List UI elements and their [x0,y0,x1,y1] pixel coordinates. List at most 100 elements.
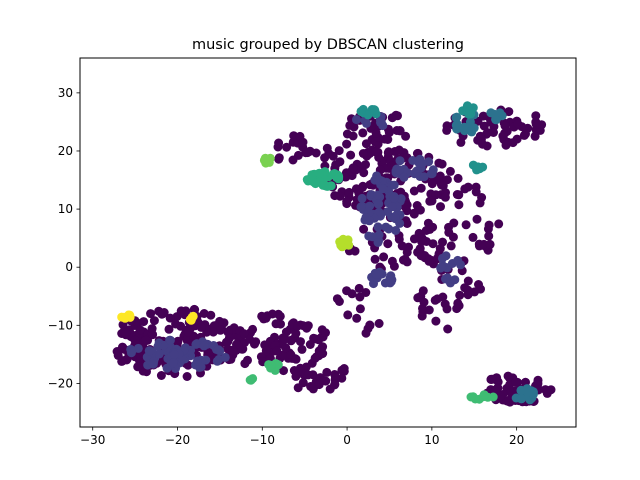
data-point-cluster--1 [135,325,145,335]
data-point-cluster--1 [318,342,328,352]
data-point-cluster--1 [383,135,393,144]
data-point-cluster--1 [334,146,344,156]
data-point-cluster-0 [378,184,388,194]
data-point-cluster--1 [121,328,131,338]
data-point-cluster-1 [490,109,500,119]
data-point-cluster--1 [215,325,225,335]
data-point-cluster--1 [355,292,365,302]
data-point-cluster--1 [332,294,342,304]
data-point-cluster--1 [141,335,151,345]
data-point-cluster-4 [479,390,489,400]
data-point-cluster--1 [280,334,290,344]
data-point-cluster-0 [193,356,202,366]
data-point-cluster--1 [346,150,356,160]
data-point-cluster--1 [281,343,291,353]
data-point-cluster--1 [506,388,516,397]
data-point-cluster--1 [471,187,481,197]
data-point-cluster--1 [361,160,370,170]
data-point-cluster-7 [125,311,135,321]
data-point-cluster--1 [482,141,492,151]
data-point-cluster-0 [384,224,394,234]
data-point-cluster--1 [228,345,238,355]
data-point-cluster--1 [463,182,473,192]
data-point-cluster--1 [417,237,427,247]
x-tick-label: 10 [424,433,439,447]
data-point-cluster--1 [293,321,303,331]
data-point-cluster--1 [358,128,368,138]
x-tick-label: −10 [250,433,275,447]
data-points [112,101,556,407]
data-point-cluster--1 [291,329,301,338]
data-point-cluster--1 [206,310,216,320]
data-point-cluster-0 [399,172,409,182]
data-point-cluster--1 [358,149,368,158]
data-point-cluster--1 [322,143,332,153]
data-point-cluster--1 [303,370,313,380]
data-point-cluster--1 [291,354,301,364]
data-point-cluster--1 [384,128,394,138]
data-point-cluster-3 [314,168,324,178]
data-point-cluster--1 [165,313,175,323]
data-point-cluster--1 [416,251,426,261]
data-point-cluster-0 [450,275,460,285]
data-point-cluster--1 [355,304,365,314]
data-point-cluster--1 [297,344,307,354]
data-point-cluster--1 [272,346,282,356]
data-point-cluster--1 [463,285,473,295]
data-point-cluster-3 [308,177,318,187]
data-point-cluster--1 [248,324,258,334]
data-point-cluster--1 [245,334,255,344]
data-point-cluster-0 [168,358,178,368]
x-tick-label: −30 [80,433,105,447]
data-point-cluster--1 [530,131,540,141]
data-point-cluster-0 [357,193,367,203]
data-point-cluster--1 [342,139,352,149]
data-point-cluster-4 [466,392,476,402]
data-point-cluster--1 [416,183,426,193]
data-point-cluster--1 [136,352,145,362]
data-point-cluster--1 [494,219,504,229]
data-point-cluster--1 [546,385,556,395]
data-point-cluster-0 [387,275,397,285]
data-point-cluster--1 [391,110,401,120]
data-point-cluster--1 [321,328,330,338]
data-point-cluster--1 [374,319,384,328]
data-point-cluster--1 [455,290,465,300]
data-point-cluster-3 [307,170,317,180]
data-point-cluster--1 [486,374,496,384]
data-point-cluster--1 [428,239,438,249]
data-point-cluster-1 [517,394,527,404]
data-point-cluster--1 [130,335,140,345]
data-point-cluster-5 [261,154,270,164]
data-point-cluster--1 [196,322,206,332]
data-point-cluster-1 [466,127,476,136]
data-point-cluster--1 [305,340,315,349]
data-point-cluster--1 [176,306,186,316]
data-point-cluster--1 [472,214,482,224]
data-point-cluster--1 [395,126,405,136]
data-point-cluster-0 [426,169,436,179]
data-point-cluster-0 [389,180,399,190]
data-point-cluster-0 [437,262,446,272]
data-point-cluster-0 [368,232,377,242]
data-point-cluster--1 [484,231,494,241]
data-point-cluster-1 [516,385,526,395]
data-point-cluster-1 [459,122,469,132]
data-point-cluster--1 [531,117,541,127]
data-point-cluster-0 [391,226,401,235]
data-point-cluster--1 [337,365,347,375]
data-point-cluster--1 [291,371,301,381]
data-point-cluster-2 [363,110,373,120]
data-point-cluster-1 [452,112,462,122]
y-tick-label: −10 [48,318,73,332]
data-point-cluster--1 [182,372,192,381]
data-point-cluster--1 [431,316,441,326]
data-point-cluster--1 [173,336,183,346]
data-point-cluster--1 [370,254,380,264]
data-point-cluster--1 [461,220,471,230]
data-point-cluster--1 [239,329,249,339]
data-point-cluster-0 [364,216,374,226]
data-point-cluster--1 [402,257,412,267]
data-point-cluster-0 [387,202,397,212]
data-point-cluster--1 [261,346,271,356]
